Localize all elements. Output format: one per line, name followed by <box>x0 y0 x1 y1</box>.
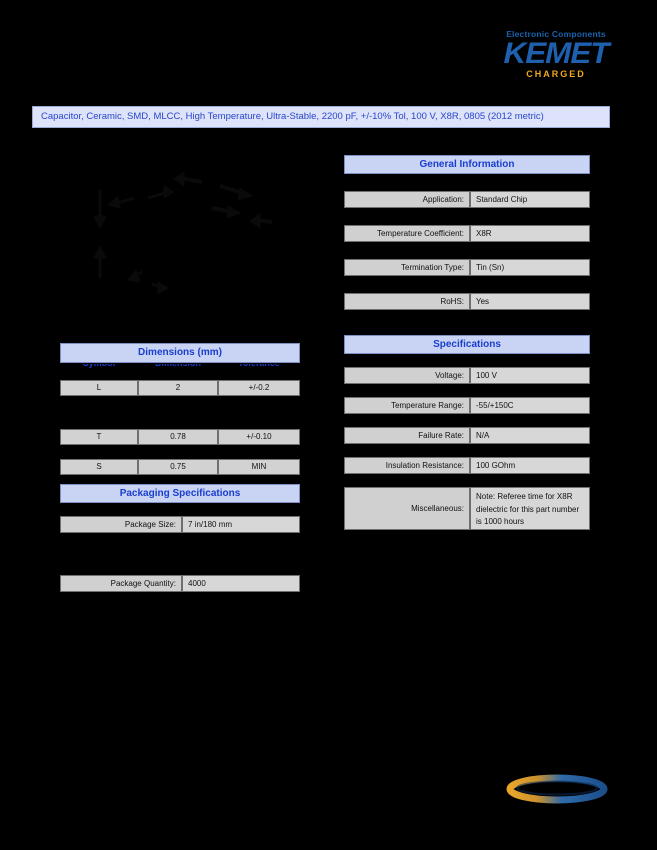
row-value: Note: Referee time for X8R dielectric fo… <box>470 487 590 530</box>
general-information-heading: General Information <box>344 155 590 174</box>
specifications-table: Specifications Voltage: 100 V Temperatur… <box>344 335 590 530</box>
row-label: Application: <box>344 191 470 208</box>
cell-symbol: S <box>60 459 138 475</box>
table-row: Termination Type: Tin (Sn) <box>344 259 590 276</box>
cell-tolerance: +/-0.10 <box>218 429 300 445</box>
packaging-heading: Packaging Specifications <box>60 484 300 503</box>
cell-dimension: 0.75 <box>138 459 218 475</box>
row-label: Package Quantity: <box>60 575 182 592</box>
kemet-logo: Electronic Components KEMET CHARGED <box>497 28 615 80</box>
row-value: Tin (Sn) <box>470 259 590 276</box>
dimensions-heading: Dimensions (mm) <box>60 343 300 363</box>
row-label: Temperature Coefficient: <box>344 225 470 242</box>
column-header-dimension: Dimension <box>138 364 218 377</box>
row-value: Standard Chip <box>470 191 590 208</box>
table-row: Insulation Resistance: 100 GOhm <box>344 457 590 474</box>
packaging-specifications-table: Packaging Specifications Package Size: 7… <box>60 484 300 592</box>
table-row: RoHS: Yes <box>344 293 590 310</box>
cell-dimension: 2 <box>138 380 218 396</box>
column-header-tolerance: Tolerance <box>218 364 300 377</box>
kemet-tagline: Electronic Components <box>506 29 606 39</box>
row-value: 100 GOhm <box>470 457 590 474</box>
table-row: Temperature Coefficient: X8R <box>344 225 590 242</box>
cell-tolerance: +/-0.2 <box>218 380 300 396</box>
row-value: X8R <box>470 225 590 242</box>
row-label: Insulation Resistance: <box>344 457 470 474</box>
row-label: Voltage: <box>344 367 470 384</box>
row-value: Yes <box>470 293 590 310</box>
table-row: T 0.78 +/-0.10 <box>60 429 300 445</box>
column-header-symbol: Symbol <box>60 364 138 377</box>
cell-dimension: 0.78 <box>138 429 218 445</box>
table-row: L 2 +/-0.2 <box>60 380 300 396</box>
table-row: Package Quantity: 4000 <box>60 575 300 592</box>
specifications-heading: Specifications <box>344 335 590 354</box>
row-label: Termination Type: <box>344 259 470 276</box>
table-row: S 0.75 MIN <box>60 459 300 475</box>
row-value: 100 V <box>470 367 590 384</box>
row-value: 4000 <box>182 575 300 592</box>
row-label: Package Size: <box>60 516 182 533</box>
dimensions-column-headers: Symbol Dimension Tolerance <box>60 364 300 377</box>
dimensions-table: Dimensions (mm) Symbol Dimension Toleran… <box>60 343 300 475</box>
cell-tolerance: MIN <box>218 459 300 475</box>
cell-symbol: T <box>60 429 138 445</box>
row-value: -55/+150C <box>470 397 590 414</box>
table-row: Failure Rate: N/A <box>344 427 590 444</box>
table-row: Temperature Range: -55/+150C <box>344 397 590 414</box>
product-title-bar: Capacitor, Ceramic, SMD, MLCC, High Temp… <box>32 106 610 128</box>
kemet-charged-text: CHARGED <box>526 69 586 79</box>
row-label: Miscellaneous: <box>344 487 470 530</box>
kemet-wordmark: KEMET <box>503 37 610 70</box>
table-row: Voltage: 100 V <box>344 367 590 384</box>
row-label: RoHS: <box>344 293 470 310</box>
general-information-table: General Information Application: Standar… <box>344 155 590 310</box>
component-dimension-drawing <box>60 160 310 310</box>
table-row: Application: Standard Chip <box>344 191 590 208</box>
table-row: Miscellaneous: Note: Referee time for X8… <box>344 487 590 530</box>
footer-watermark-logo <box>505 772 609 806</box>
table-row: Package Size: 7 in/180 mm <box>60 516 300 533</box>
row-value: N/A <box>470 427 590 444</box>
row-value: 7 in/180 mm <box>182 516 300 533</box>
row-label: Temperature Range: <box>344 397 470 414</box>
row-label: Failure Rate: <box>344 427 470 444</box>
cell-symbol: L <box>60 380 138 396</box>
